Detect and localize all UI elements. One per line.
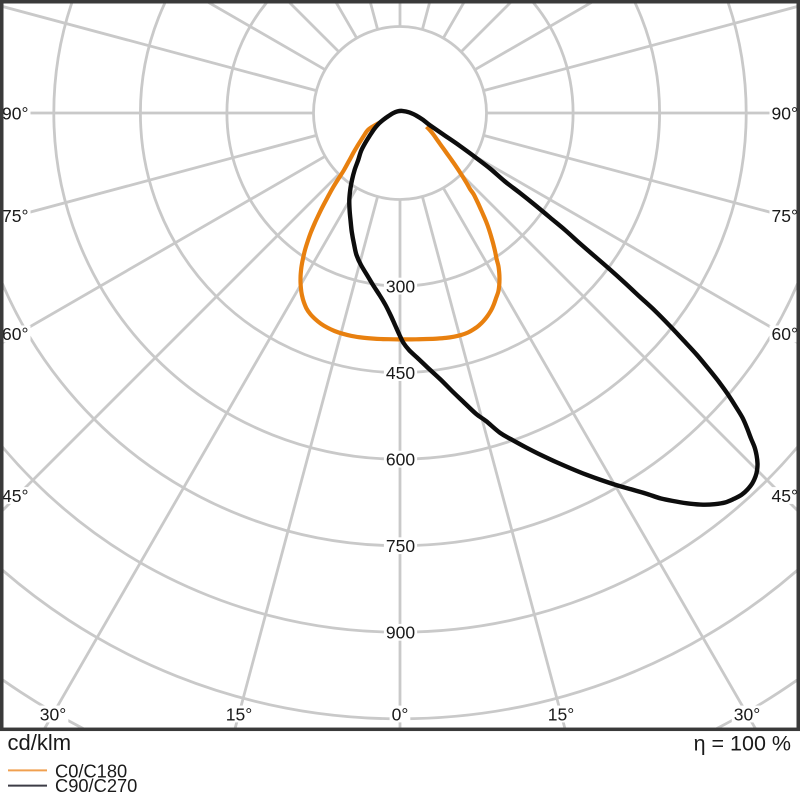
svg-text:90°: 90° <box>772 103 798 123</box>
svg-text:η = 100 %: η = 100 % <box>694 731 791 755</box>
svg-text:30°: 30° <box>40 704 66 724</box>
svg-text:30°: 30° <box>734 704 760 724</box>
svg-text:C90/C270: C90/C270 <box>55 775 137 796</box>
svg-text:750: 750 <box>386 536 415 556</box>
svg-text:45°: 45° <box>2 486 28 506</box>
svg-text:450: 450 <box>386 363 415 383</box>
svg-text:cd/klm: cd/klm <box>8 730 72 755</box>
svg-text:60°: 60° <box>772 324 798 344</box>
svg-text:600: 600 <box>386 450 415 470</box>
svg-text:15°: 15° <box>226 704 252 724</box>
svg-text:75°: 75° <box>772 206 798 226</box>
svg-text:C0/C180: C0/C180 <box>55 760 127 781</box>
svg-text:45°: 45° <box>772 486 798 506</box>
svg-text:900: 900 <box>386 623 415 643</box>
svg-text:0°: 0° <box>392 704 409 724</box>
svg-text:15°: 15° <box>548 704 574 724</box>
svg-text:60°: 60° <box>2 324 28 344</box>
svg-text:90°: 90° <box>2 103 28 123</box>
svg-text:300: 300 <box>386 277 415 297</box>
svg-text:75°: 75° <box>2 206 28 226</box>
